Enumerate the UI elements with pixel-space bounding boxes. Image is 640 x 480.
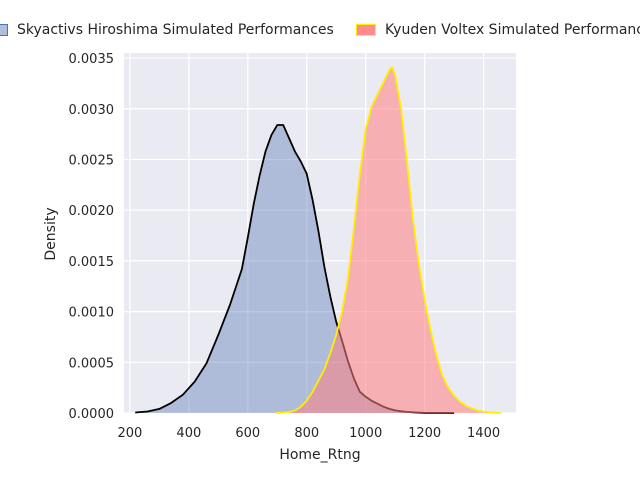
y-tick-label: 0.0000 <box>69 407 115 422</box>
x-tick-label: 1400 <box>467 426 500 441</box>
legend-item-kyuden: Kyuden Voltex Simulated Performances <box>356 22 640 38</box>
density-area-1 <box>135 125 455 413</box>
x-tick-label: 1200 <box>408 426 441 441</box>
legend-swatch-skyactivs <box>0 24 8 36</box>
x-tick-label: 600 <box>235 426 260 441</box>
legend-swatch-kyuden <box>356 24 376 36</box>
y-tick-label: 0.0020 <box>69 204 115 219</box>
x-tick-label: 800 <box>294 426 319 441</box>
y-tick-label: 0.0010 <box>69 306 115 321</box>
y-tick-label: 0.0025 <box>69 153 115 168</box>
y-tick-label: 0.0030 <box>69 103 115 118</box>
grid <box>124 53 516 414</box>
y-tick-label: 0.0015 <box>69 255 115 270</box>
x-tick-label: 400 <box>176 426 201 441</box>
y-tick-labels: 0.0000 0.0005 0.0010 0.0015 0.0020 0.0025 0.00… <box>69 52 115 422</box>
legend-label-skyactivs: Skyactivs Hiroshima Simulated Performanc… <box>17 22 334 38</box>
legend-label-kyuden: Kyuden Voltex Simulated Performances <box>385 22 640 38</box>
x-tick-label: 1000 <box>349 426 382 441</box>
series-group <box>135 66 502 414</box>
y-tick-label: 0.0005 <box>69 356 115 371</box>
x-tick-labels: 200 400 600 800 1000 1200 1400 <box>117 426 500 441</box>
x-tick-label: 200 <box>117 426 142 441</box>
y-tick-label: 0.0035 <box>69 52 115 67</box>
density-line-2 <box>275 66 502 414</box>
density-area-2 <box>275 67 502 413</box>
y-axis-label: Density <box>43 207 59 260</box>
x-axis-label: Home_Rtng <box>279 447 360 463</box>
legend: Skyactivs Hiroshima Simulated Performanc… <box>0 20 640 42</box>
legend-item-skyactivs: Skyactivs Hiroshima Simulated Performanc… <box>0 22 334 38</box>
